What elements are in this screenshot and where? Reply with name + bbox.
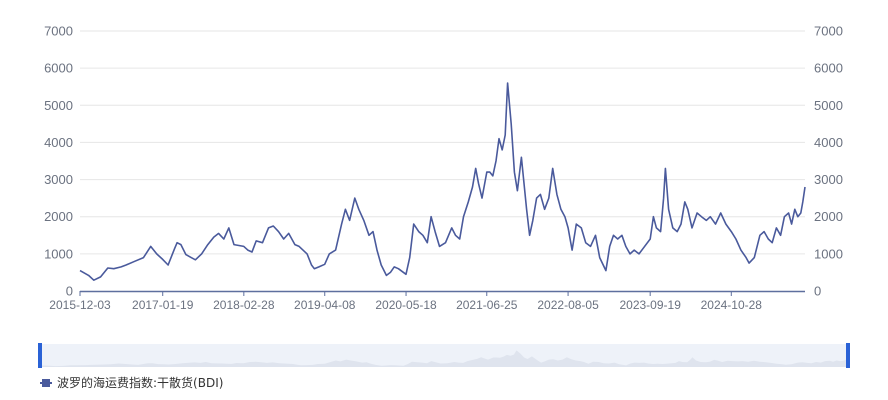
x-tick-label: 2017-01-19 (132, 298, 194, 312)
x-tick-label: 2021-06-25 (456, 298, 518, 312)
zoom-slider-left-handle[interactable] (38, 343, 42, 368)
series-layer (79, 82, 806, 281)
y-tick-label-right: 7000 (814, 24, 843, 39)
x-tick-label: 2023-09-19 (619, 298, 681, 312)
y-tick-label-right: 3000 (814, 172, 843, 187)
y-tick-label-left: 5000 (44, 98, 73, 113)
y-axis-left: 0 1000 2000 3000 4000 5000 6000 7000 (44, 24, 73, 299)
zoom-slider-right-handle[interactable] (846, 343, 850, 368)
legend-label: 波罗的海运费指数:干散货(BDI) (57, 375, 223, 390)
x-tick-label: 2019-04-08 (294, 298, 356, 312)
zoom-slider[interactable] (38, 343, 850, 368)
grid-lines (80, 30, 805, 255)
x-axis: 2015-12-03 2017-01-19 2018-02-28 2019-04-08… (49, 291, 762, 312)
y-tick-label-right: 4000 (814, 135, 843, 150)
y-tick-label-left: 6000 (44, 61, 73, 76)
zoom-slider-preview (40, 350, 848, 367)
y-tick-label-right: 5000 (814, 98, 843, 113)
y-tick-label-right: 2000 (814, 209, 843, 224)
x-tick-label: 2022-08-05 (537, 298, 599, 312)
zoom-slider-track[interactable] (40, 344, 848, 367)
x-tick-label: 2018-02-28 (213, 298, 275, 312)
y-tick-label-left: 4000 (44, 135, 73, 150)
x-tick-label: 2015-12-03 (49, 298, 111, 312)
y-axis-right: 0 1000 2000 3000 4000 5000 6000 7000 (814, 24, 843, 299)
x-tick-label: 2024-10-28 (701, 298, 763, 312)
y-tick-label-left: 2000 (44, 209, 73, 224)
y-tick-label-left: 0 (66, 284, 73, 299)
y-tick-label-right: 0 (814, 284, 821, 299)
x-tick-label: 2020-05-18 (375, 298, 437, 312)
legend-marker-icon (42, 379, 50, 387)
y-tick-label-left: 7000 (44, 24, 73, 39)
legend[interactable]: 波罗的海运费指数:干散货(BDI) (40, 375, 223, 390)
y-tick-label-left: 3000 (44, 172, 73, 187)
series-line (79, 82, 806, 281)
y-tick-label-left: 1000 (44, 246, 73, 261)
y-tick-label-right: 6000 (814, 61, 843, 76)
y-tick-label-right: 1000 (814, 246, 843, 261)
